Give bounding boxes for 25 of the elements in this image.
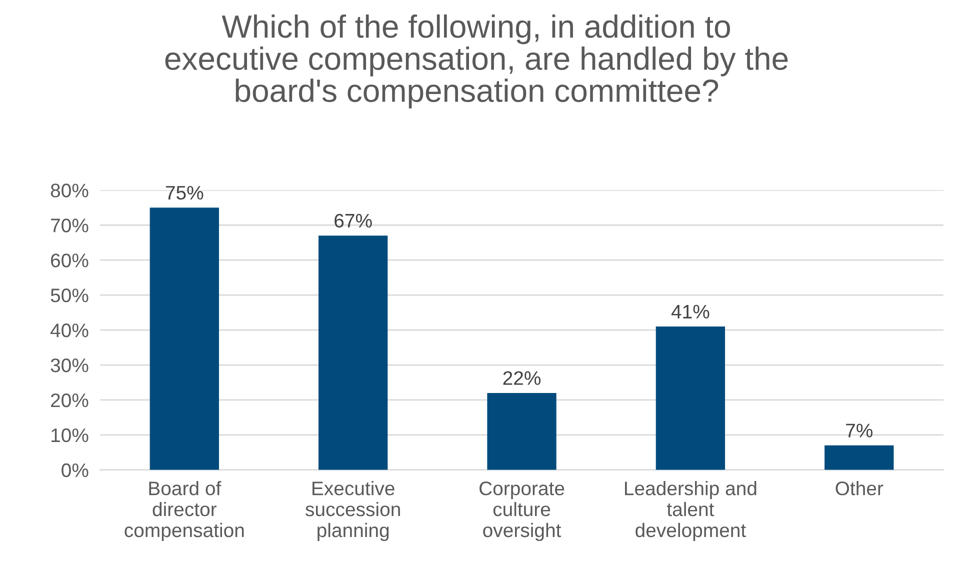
y-tick-label: 70% (51, 218, 88, 232)
x-tick-label: Other (836, 481, 884, 496)
y-tick-label: 50% (50, 288, 88, 302)
bar (150, 208, 219, 470)
chart-title: Which of the following, in addition to executive compensation, are handled by the board's compensation committee? (165, 14, 788, 108)
y-tick-label: 0% (62, 463, 88, 478)
x-tick-label: Leadership and talent development (625, 481, 756, 542)
bar (656, 326, 726, 470)
x-tick-label: Executive succession planning (306, 481, 400, 542)
data-label: 7% (846, 424, 872, 438)
y-tick-label: 20% (51, 393, 88, 408)
bar (487, 392, 556, 470)
data-label: 22% (503, 371, 541, 385)
y-tick-label: 60% (51, 254, 88, 268)
y-tick-label: 40% (50, 324, 88, 338)
bar (318, 236, 388, 470)
bar (824, 445, 894, 470)
data-label: 75% (166, 186, 204, 200)
y-tick-label: 30% (50, 358, 88, 372)
x-tick-label: Corporate culture oversight (480, 482, 564, 542)
y-tick-label: 80% (50, 184, 88, 198)
data-label: 67% (334, 214, 372, 228)
x-tick-label: Board of director compensation (124, 481, 244, 542)
data-label: 41% (671, 304, 710, 318)
y-tick-label: 10% (52, 428, 88, 442)
